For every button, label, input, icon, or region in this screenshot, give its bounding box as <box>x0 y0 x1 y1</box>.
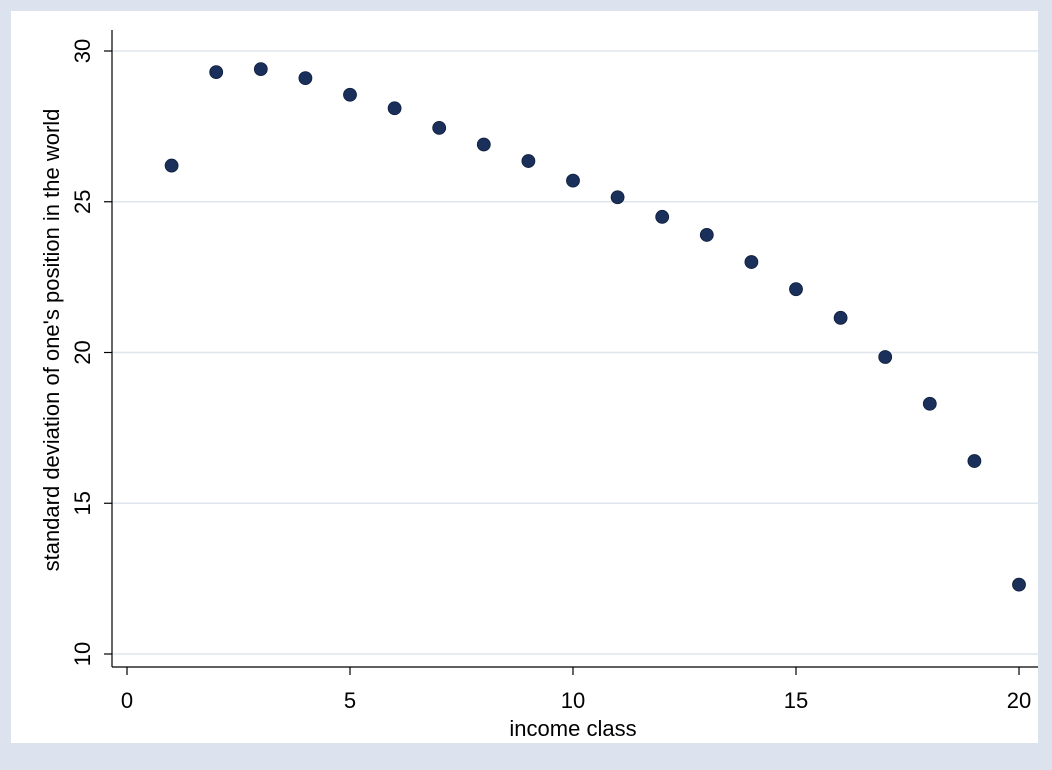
data-point <box>164 158 179 173</box>
data-point <box>833 310 848 325</box>
y-tick-label: 20 <box>70 340 95 364</box>
y-tick-label: 15 <box>70 491 95 515</box>
data-point <box>922 396 937 411</box>
plot-area <box>11 11 1038 743</box>
x-tick-label: 10 <box>561 688 585 713</box>
data-point <box>343 87 357 102</box>
y-tick-label: 25 <box>70 190 95 214</box>
data-point <box>610 190 625 205</box>
data-point <box>209 65 224 80</box>
x-tick-label: 5 <box>344 688 356 713</box>
data-points <box>164 62 1026 592</box>
y-tick-label: 10 <box>70 642 95 666</box>
data-point <box>878 350 893 364</box>
x-tick-label: 20 <box>1007 688 1031 713</box>
ticks: 10 15 20 25 30 0 5 10 15 20 <box>70 39 1031 713</box>
data-point <box>789 282 803 297</box>
y-tick-label: 30 <box>70 39 95 63</box>
data-point <box>699 228 714 242</box>
data-point <box>387 101 402 116</box>
x-axis-title: income class <box>509 716 636 741</box>
axes <box>111 30 1038 668</box>
data-point <box>253 62 268 76</box>
data-point <box>476 137 491 152</box>
data-point <box>298 71 313 86</box>
data-point <box>521 154 536 168</box>
data-point <box>655 209 670 224</box>
y-axis-title: standard deviation of one's position in … <box>39 109 64 572</box>
data-point <box>566 173 580 188</box>
data-point <box>432 120 447 135</box>
data-point <box>744 255 759 269</box>
x-tick-label: 15 <box>784 688 808 713</box>
x-tick-label: 0 <box>121 688 133 713</box>
data-point <box>1012 577 1026 592</box>
data-point <box>967 454 982 468</box>
